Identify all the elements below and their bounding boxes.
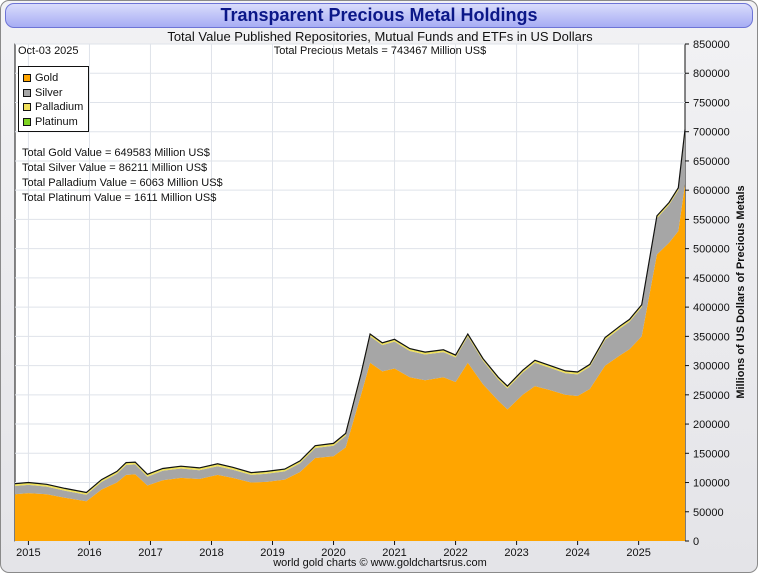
series-areas [14, 129, 686, 542]
y-tick-label: 0 [693, 536, 699, 548]
y-axis-label: Millions of US Dollars of Precious Metal… [735, 185, 747, 399]
legend-item-palladium: Palladium [23, 100, 88, 115]
x-tick-label: 2024 [565, 547, 589, 559]
y-tick-label: 500000 [693, 244, 730, 256]
area-gold [15, 184, 685, 542]
legend-item-silver: Silver [23, 86, 88, 101]
legend-label: Platinum [35, 115, 78, 128]
legend-item-gold: Gold [23, 71, 88, 86]
y-tick-label: 450000 [693, 273, 730, 285]
y-tick-label: 350000 [693, 331, 730, 343]
y-tick-label: 200000 [693, 419, 730, 431]
y-tick-label: 250000 [693, 390, 730, 402]
x-tick-label: 2015 [16, 547, 40, 559]
legend-swatch-platinum [23, 117, 31, 126]
x-axis: 2015 2016 2017 2018 2019 2020 2021 2022 2023 2024… [16, 541, 651, 559]
total-silver: Total Silver Value = 86211 Million US$ [22, 162, 208, 174]
legend-swatch-palladium [23, 103, 31, 112]
y-tick-label: 550000 [693, 214, 730, 226]
legend-label: Silver [35, 86, 63, 99]
total-metals-note: Total Precious Metals = 743467 Million U… [273, 45, 487, 57]
y-axis: 0 50000 100000 150000 200000 250000 300000 3500… [685, 39, 730, 548]
x-tick-label: 2025 [626, 547, 650, 559]
chart-title: Transparent Precious Metal Holdings [5, 3, 753, 28]
y-tick-label: 750000 [693, 97, 730, 109]
y-tick-label: 700000 [693, 127, 730, 139]
legend-label: Palladium [35, 101, 84, 114]
y-tick-label: 850000 [693, 39, 730, 51]
total-platinum: Total Platinum Value = 1611 Million US$ [22, 192, 217, 204]
chart-subtitle: Total Value Published Repositories, Mutu… [167, 29, 593, 44]
total-gold: Total Gold Value = 649583 Million US$ [22, 147, 210, 159]
y-tick-label: 800000 [693, 68, 730, 80]
x-tick-label: 2017 [138, 547, 162, 559]
x-tick-label: 2023 [504, 547, 528, 559]
x-tick-label: 2018 [199, 547, 223, 559]
x-tick-label: 2021 [382, 547, 406, 559]
x-tick-label: 2019 [260, 547, 284, 559]
y-tick-label: 300000 [693, 361, 730, 373]
legend-swatch-silver [23, 88, 31, 97]
x-tick-label: 2022 [443, 547, 467, 559]
x-tick-label: 2020 [321, 547, 345, 559]
legend: Gold Silver Palladium Platinum [18, 66, 89, 132]
total-line [14, 129, 686, 494]
y-tick-label: 50000 [693, 507, 724, 519]
legend-label: Gold [35, 72, 59, 85]
total-palladium: Total Palladium Value = 6063 Million US$ [22, 177, 223, 189]
y-tick-label: 150000 [693, 448, 730, 460]
legend-item-platinum: Platinum [23, 115, 88, 130]
y-tick-label: 650000 [693, 156, 730, 168]
y-tick-label: 100000 [693, 478, 730, 490]
y-tick-label: 600000 [693, 185, 730, 197]
y-tick-label: 400000 [693, 302, 730, 314]
legend-swatch-gold [23, 74, 31, 83]
totals-block: Total Gold Value = 649583 Million US$ To… [22, 146, 223, 206]
x-tick-label: 2016 [77, 547, 101, 559]
area-silver [15, 134, 685, 502]
chart-date: Oct-03 2025 [18, 45, 79, 57]
footer-credit: world gold charts © www.goldchartsrus.co… [273, 557, 487, 569]
